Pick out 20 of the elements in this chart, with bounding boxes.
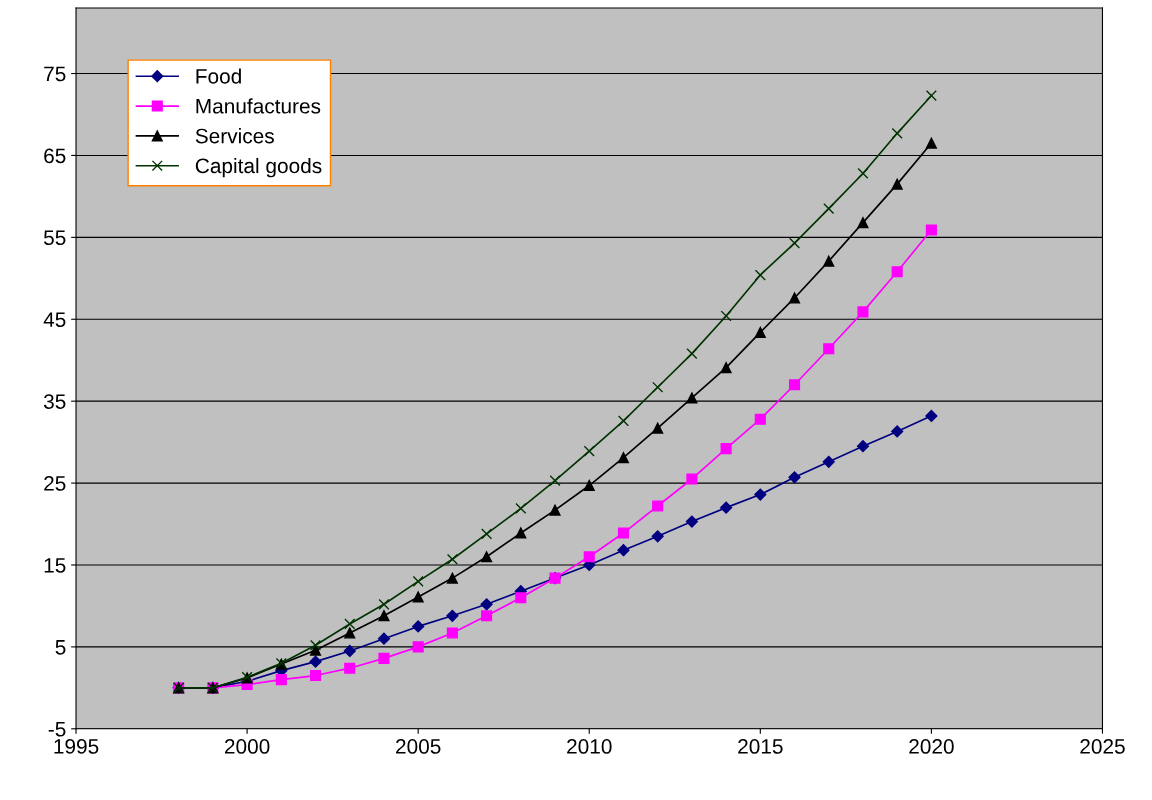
legend-label: Manufactures <box>196 98 321 114</box>
y-tick-label: 35 <box>43 394 66 409</box>
legend-label: Food <box>196 68 241 84</box>
x-tick-label: 2000 <box>224 739 270 754</box>
x-tick-label: 2020 <box>909 739 954 754</box>
x-tick-label: 1995 <box>54 739 99 754</box>
legend-label: Capital goods <box>195 157 322 178</box>
y-tick-label: 45 <box>43 312 66 328</box>
x-tick-label: 2015 <box>738 739 783 754</box>
y-tick-label: 75 <box>44 66 66 82</box>
x-tick-label: 2025 <box>1080 739 1125 754</box>
y-tick-label: 5 <box>55 640 66 655</box>
legend-label: Services <box>195 128 274 144</box>
x-tick-label: 2010 <box>567 739 612 754</box>
y-tick-label: 15 <box>44 558 66 573</box>
y-tick-label: 55 <box>43 230 66 246</box>
x-tick-label: 2005 <box>396 739 441 754</box>
y-tick-label: 65 <box>44 148 66 164</box>
y-tick-label: 25 <box>44 476 66 491</box>
y-tick-label: -5 <box>48 722 66 737</box>
